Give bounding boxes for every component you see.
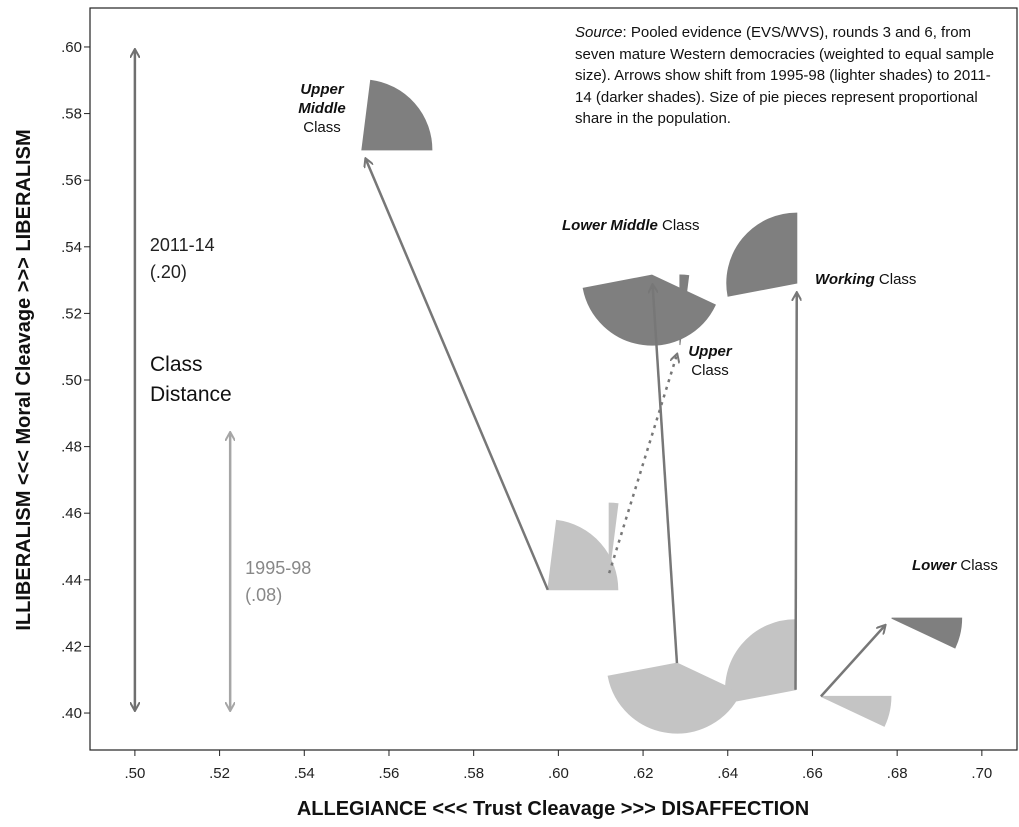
y-tick-label: .58 bbox=[61, 106, 82, 123]
x-tick-label: .52 bbox=[209, 765, 230, 782]
note-lead: Source bbox=[575, 24, 623, 41]
shift-arrow bbox=[796, 293, 797, 690]
class-name: Upper Middle bbox=[298, 81, 346, 117]
note-text: : Pooled evidence (EVS/WVS), rounds 3 an… bbox=[575, 24, 995, 127]
y-tick-label: .48 bbox=[61, 439, 82, 456]
distance-period: 1995-98 bbox=[245, 558, 312, 578]
class-suffix: Class bbox=[303, 119, 341, 136]
pie-piece bbox=[361, 79, 433, 151]
shift-arrow bbox=[653, 285, 679, 664]
class-name: Working bbox=[815, 271, 875, 288]
class-suffix: Class bbox=[960, 557, 998, 574]
class-label: Upper Middle Class bbox=[285, 80, 359, 137]
x-tick-label: .64 bbox=[717, 765, 738, 782]
class-label: Upper Class bbox=[680, 342, 740, 380]
y-tick-label: .44 bbox=[61, 572, 82, 589]
x-tick-label: .62 bbox=[633, 765, 654, 782]
distance-value: (.08) bbox=[245, 585, 283, 605]
class-label: Working Class bbox=[815, 270, 916, 289]
distance-value: (.20) bbox=[149, 262, 187, 282]
x-tick-label: .56 bbox=[379, 765, 400, 782]
class-suffix: Class bbox=[691, 362, 729, 379]
class-name: Upper bbox=[688, 343, 732, 360]
y-tick-label: .52 bbox=[61, 305, 82, 322]
x-tick-label: .70 bbox=[971, 765, 992, 782]
pie-piece bbox=[547, 519, 619, 591]
y-tick-label: .46 bbox=[61, 505, 82, 522]
shift-arrow bbox=[366, 159, 549, 591]
source-note: Source: Pooled evidence (EVS/WVS), round… bbox=[575, 22, 1007, 130]
pie-piece bbox=[820, 695, 892, 727]
class-suffix: Class bbox=[878, 271, 917, 288]
shift-arrow bbox=[607, 355, 677, 574]
y-tick-label: .42 bbox=[61, 638, 82, 655]
distance-title-text: Class Distance bbox=[150, 353, 232, 406]
distance-title: Class Distance bbox=[150, 350, 250, 410]
y-axis-label: ILLIBERALISM <<< Moral Cleavage >>> LIBE… bbox=[13, 129, 35, 630]
class-label: Lower Class bbox=[912, 556, 998, 575]
y-tick-label: .56 bbox=[61, 172, 82, 189]
class-name: Lower Middle bbox=[562, 217, 658, 234]
class-label: Lower Middle Class bbox=[562, 216, 700, 235]
plot-frame bbox=[89, 7, 1018, 751]
x-tick-label: .66 bbox=[802, 765, 823, 782]
x-tick-label: .60 bbox=[548, 765, 569, 782]
y-tick-label: .50 bbox=[61, 372, 82, 389]
class-suffix: Class bbox=[662, 217, 700, 234]
x-tick-label: .68 bbox=[887, 765, 908, 782]
y-tick-label: .40 bbox=[61, 705, 82, 722]
y-tick-label: .60 bbox=[61, 39, 82, 56]
x-axis-label: ALLEGIANCE <<< Trust Cleavage >>> DISAFF… bbox=[297, 798, 809, 820]
class-name: Lower bbox=[912, 557, 957, 574]
distance-label: 1995-98 (.08) bbox=[245, 555, 311, 609]
distance-label: 2011-14 (.20) bbox=[150, 232, 215, 286]
pie-piece bbox=[891, 617, 963, 649]
pie-piece bbox=[607, 662, 741, 734]
distance-period: 2011-14 bbox=[149, 235, 215, 255]
x-tick-label: .50 bbox=[124, 765, 145, 782]
shift-arrow bbox=[820, 626, 885, 698]
x-tick-label: .54 bbox=[294, 765, 315, 782]
y-tick-label: .54 bbox=[61, 239, 82, 256]
pie-piece bbox=[608, 502, 619, 574]
pie-piece bbox=[726, 212, 798, 297]
pie-piece bbox=[582, 274, 716, 346]
x-tick-label: .58 bbox=[463, 765, 484, 782]
